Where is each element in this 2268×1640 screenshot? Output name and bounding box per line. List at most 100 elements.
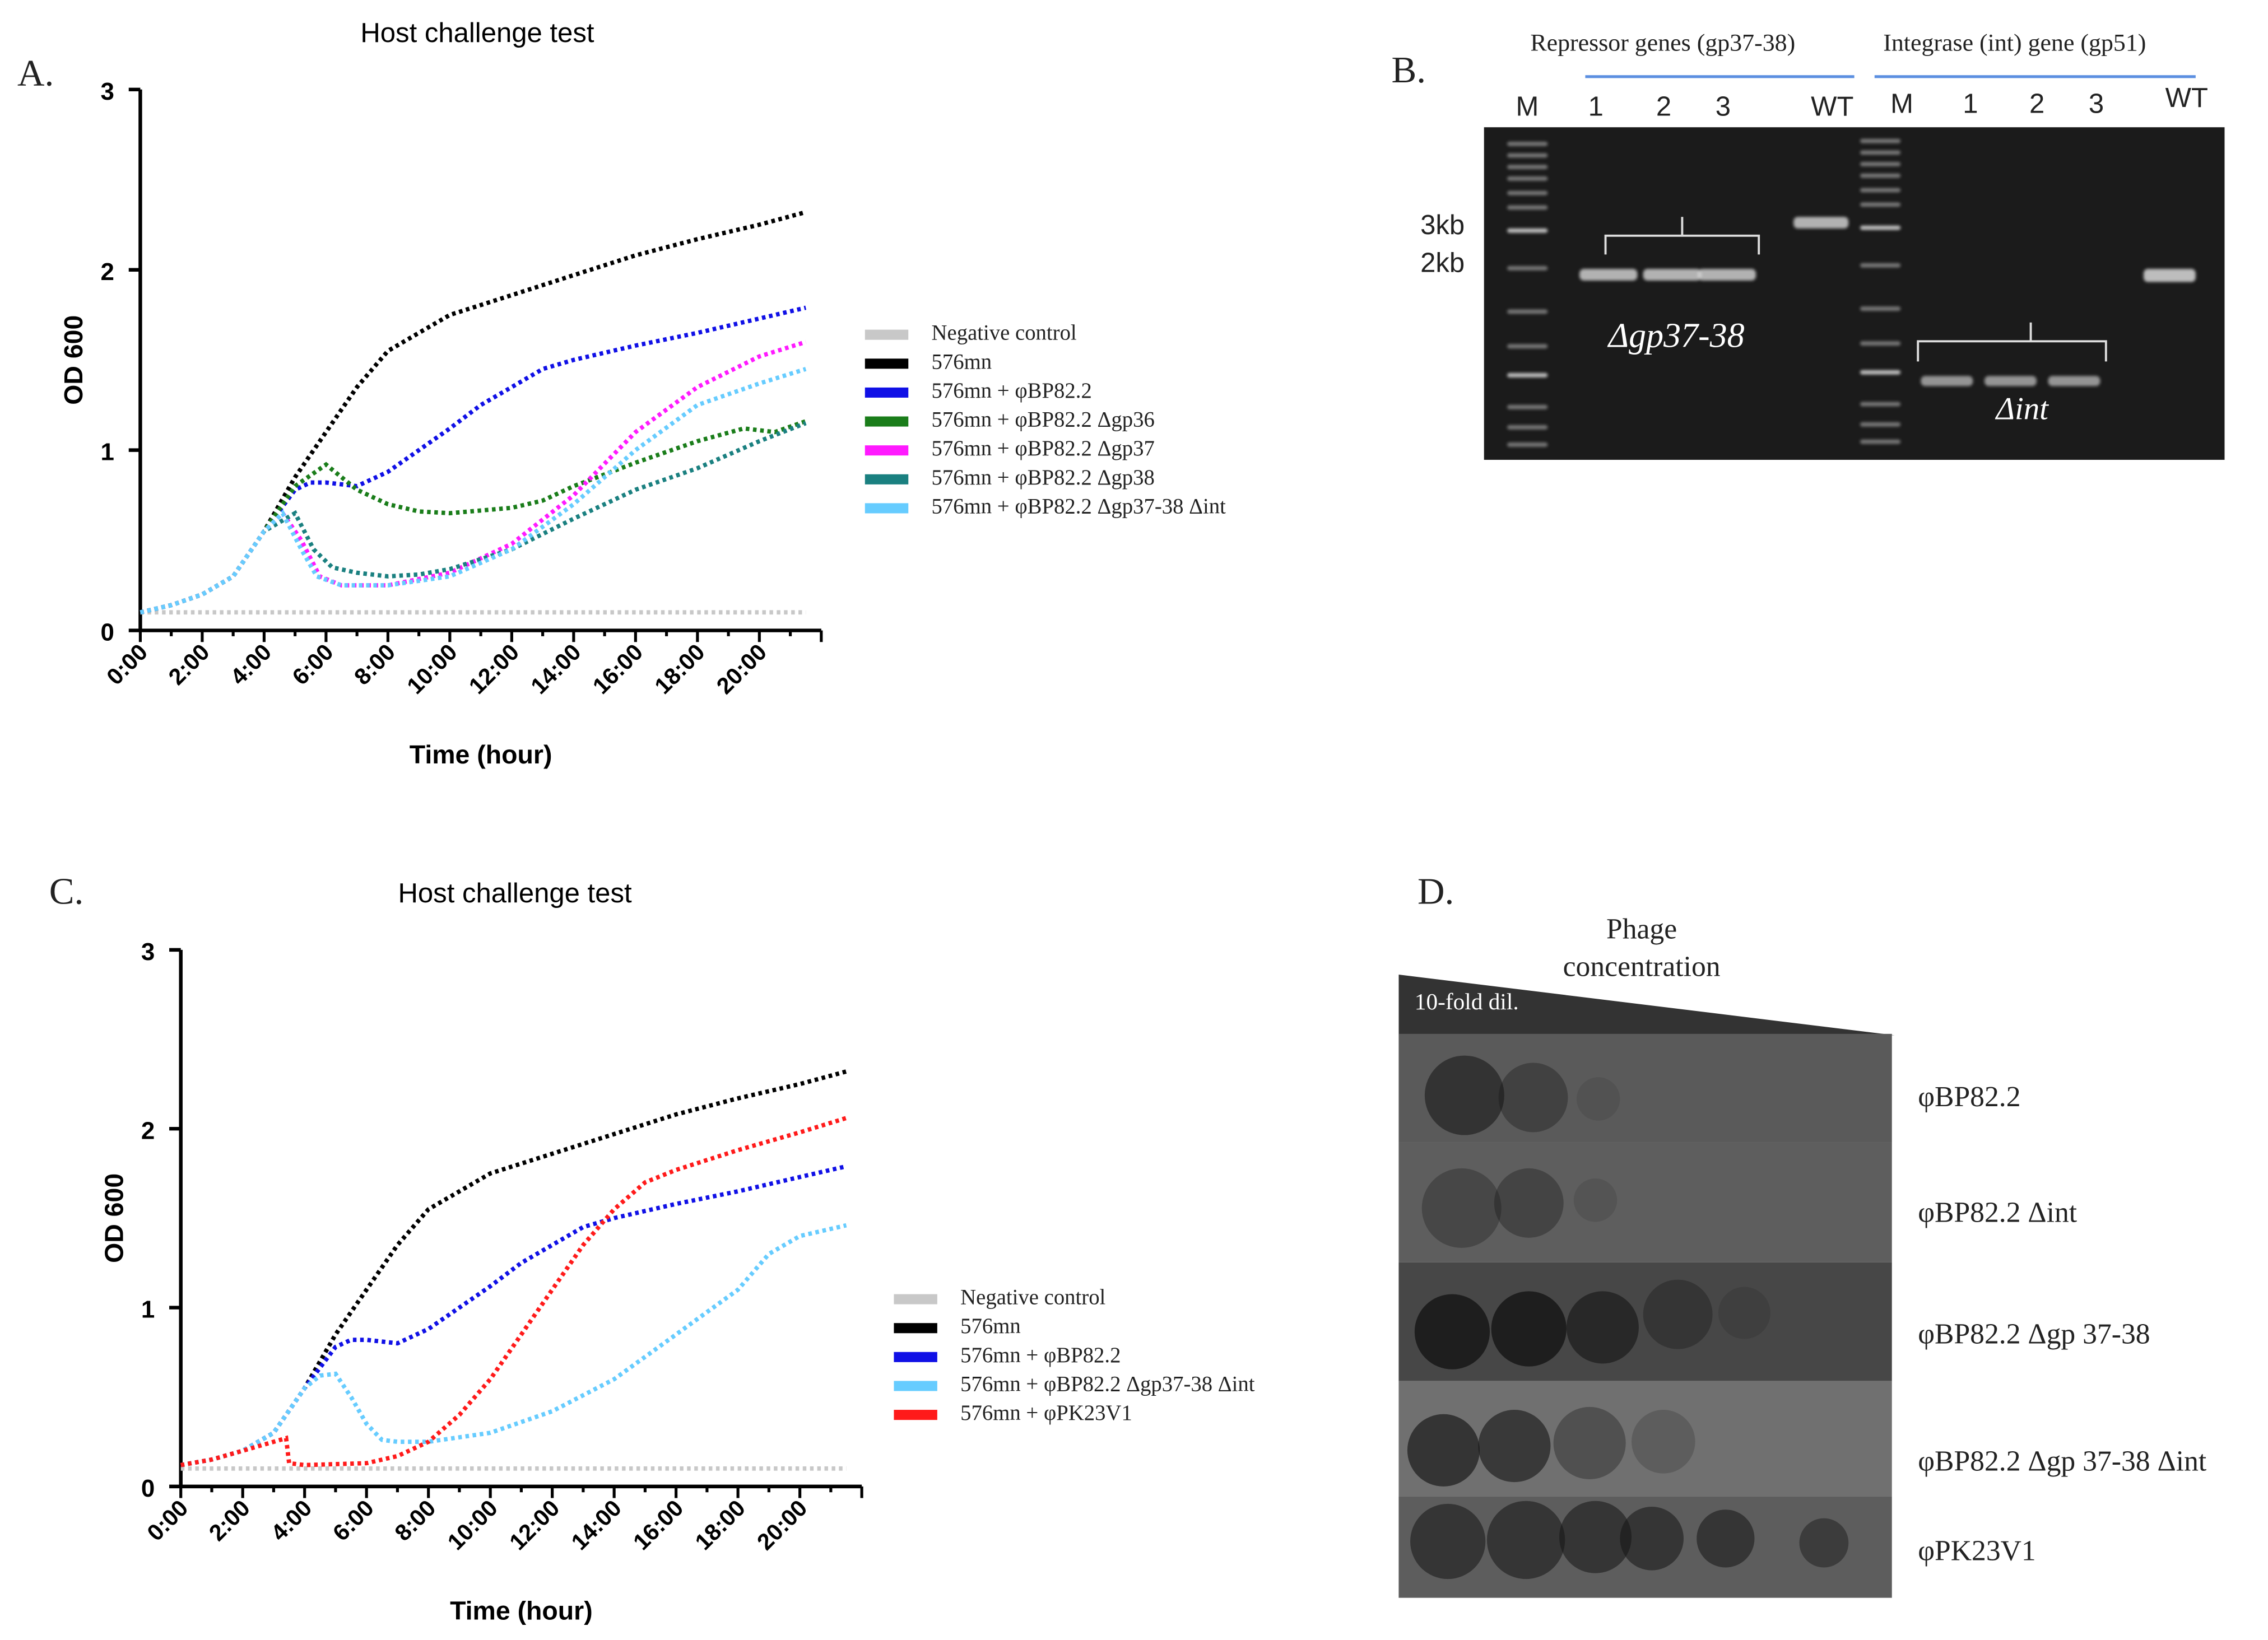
legend-label: 576mn + φBP82.2 (931, 380, 1092, 404)
series-line-4 (180, 1116, 847, 1467)
panel-label-a: A. (17, 52, 54, 94)
legend-swatch (865, 444, 909, 455)
panel-label-d: D. (1417, 870, 1454, 912)
legend-item: 576mn + φBP82.2 Δgp37-38 Δint (894, 1371, 1255, 1400)
legend-label: 576mn (931, 351, 992, 375)
plaque-spot (1407, 1414, 1480, 1487)
legend-item: 576mn (865, 348, 1226, 378)
series-line-6 (140, 367, 807, 615)
group-underline (1585, 75, 1855, 78)
lane-label: M (1516, 92, 1539, 123)
x-tick-label: 14:00 (566, 1495, 626, 1555)
gel-band (1643, 269, 1701, 281)
gel-band (2143, 269, 2196, 282)
lane-label: M (1890, 90, 1914, 120)
plaque-spot (1486, 1501, 1565, 1580)
lane-label: 3 (2088, 90, 2104, 120)
gel-band (1507, 190, 1548, 195)
gel-annotation-gp37-38: Δgp37-38 (1608, 318, 1745, 356)
x-tick-label: 2:00 (164, 639, 215, 690)
gel-band (1860, 370, 1901, 375)
gel-band (1507, 228, 1548, 233)
legend-label: Negative control (960, 1287, 1106, 1310)
legend-swatch (865, 502, 909, 513)
gel-image: Δgp37-38 Δint (1484, 127, 2225, 460)
gel-band (1507, 165, 1548, 170)
gel-band (1507, 266, 1548, 271)
dilution-triangle (1398, 974, 1895, 1036)
gel-band (1860, 341, 1901, 346)
x-tick-label: 18:00 (690, 1495, 750, 1555)
x-tick-label: 18:00 (649, 639, 709, 699)
lane-label: WT (1811, 92, 1854, 123)
gel-band (1507, 373, 1548, 378)
plaque-spot (1494, 1168, 1564, 1238)
legend-swatch (865, 416, 909, 426)
gel-band (1860, 173, 1901, 178)
gel-band (1860, 439, 1901, 444)
gel-band (1860, 150, 1901, 155)
y-axis-label: OD 600 (99, 1173, 128, 1263)
gel-brackets (1604, 217, 2107, 362)
lane-label: 3 (1715, 92, 1731, 123)
gel-band (1860, 202, 1901, 207)
x-tick-label: 16:00 (628, 1495, 688, 1555)
panel-label-b: B. (1391, 49, 1426, 91)
legend-label: 576mn + φBP82.2 (960, 1344, 1121, 1368)
legend-swatch (865, 329, 909, 339)
legend-item: 576mn + φBP82.2 Δgp36 (865, 406, 1226, 435)
lane-label: 1 (1588, 92, 1604, 123)
legend-item: Negative control (894, 1284, 1254, 1313)
plaque-spot (1632, 1410, 1695, 1474)
y-tick-label: 0 (141, 1475, 155, 1502)
gel-band (1507, 344, 1548, 349)
lane-label: 2 (2029, 90, 2045, 120)
y-tick-label: 3 (101, 78, 114, 105)
legend-item: 576mn + φBP82.2 Δgp37 (865, 435, 1226, 464)
panel-label-c: C. (49, 870, 84, 912)
series-line-3 (140, 419, 807, 615)
plaque-spot (1410, 1503, 1486, 1580)
gel-band (1507, 205, 1548, 210)
plaque-spot (1424, 1055, 1504, 1135)
plaque-spot (1697, 1509, 1755, 1568)
legend-c: Negative control 576mn 576mn + φBP82.2 576m… (894, 1284, 1255, 1428)
gel-band (1698, 269, 1756, 281)
y-tick-label: 2 (101, 258, 114, 286)
plaque-spot (1576, 1077, 1620, 1121)
legend-swatch (865, 473, 909, 484)
phage-row-label: φBP82.2 Δgp 37-38 (1918, 1318, 2150, 1351)
plaque-spot (1421, 1168, 1502, 1248)
legend-item: 576mn + φBP82.2 Δgp37-38 Δint (865, 493, 1226, 522)
gel-band (1860, 422, 1901, 427)
x-axis-label: Time (hour) (450, 1596, 593, 1625)
gel-band (1984, 376, 2037, 386)
gel-band (1507, 309, 1548, 314)
x-tick-label: 12:00 (464, 639, 524, 699)
gel-band (2048, 376, 2100, 386)
plaque-spot (1478, 1410, 1551, 1483)
x-tick-label: 10:00 (402, 639, 462, 699)
x-tick-label: 8:00 (349, 639, 400, 690)
legend-a: Negative control 576mn 576mn + φBP82.2 576m… (865, 320, 1226, 522)
x-tick-label: 6:00 (328, 1495, 379, 1546)
legend-swatch (894, 1409, 937, 1419)
x-tick-label: 20:00 (712, 639, 772, 699)
legend-label: 576mn (960, 1316, 1021, 1339)
y-axis-label: OD 600 (59, 315, 88, 405)
series-line-3 (180, 1223, 847, 1467)
plaque-spot (1566, 1291, 1639, 1364)
plaque-spot (1573, 1178, 1618, 1222)
y-tick-label: 0 (101, 619, 114, 646)
plaque-spot (1553, 1406, 1626, 1479)
gel-band (1860, 263, 1901, 268)
gel-band (1860, 225, 1901, 230)
lane-label: 2 (1656, 92, 1672, 123)
legend-swatch (894, 1380, 937, 1391)
y-tick-label: 2 (141, 1117, 155, 1144)
legend-label: 576mn + φBP82.2 Δgp36 (931, 409, 1155, 432)
x-tick-label: 10:00 (443, 1495, 503, 1555)
x-tick-label: 8:00 (390, 1495, 441, 1546)
x-tick-label: 2:00 (204, 1495, 255, 1546)
legend-label: Negative control (931, 322, 1077, 346)
